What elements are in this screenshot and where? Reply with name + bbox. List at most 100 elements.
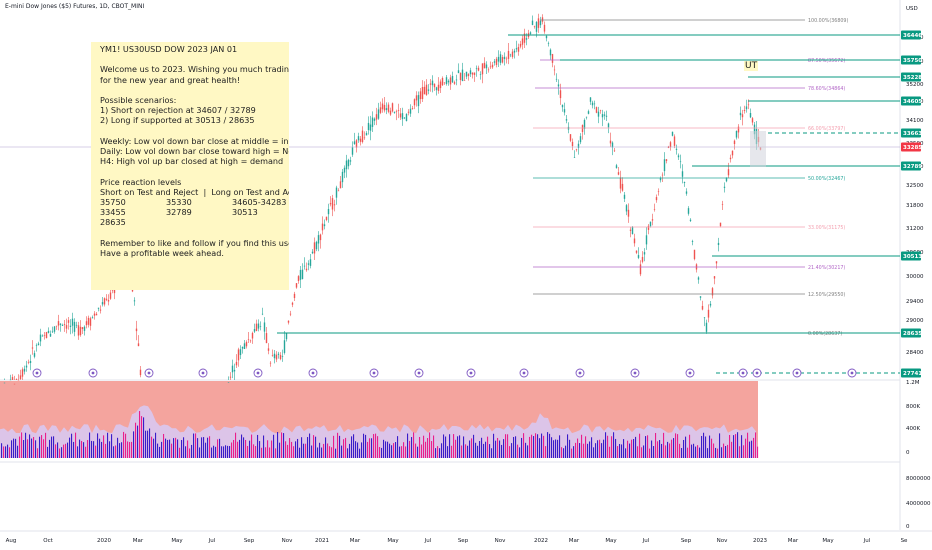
note-greeting-1: Welcome us to 2023. Wishing you much tra… (100, 64, 289, 75)
volume-bar (101, 441, 103, 458)
volume-bar (105, 443, 107, 458)
fib-level-label: 33.00%(31175) (808, 225, 845, 231)
volume-bar (167, 439, 169, 458)
level-value: 30513 (232, 207, 258, 218)
candle-body (577, 143, 580, 148)
volume-bar (469, 440, 471, 458)
analysis-note[interactable]: YM1! US30USD DOW 2023 JAN 01 Welcome us … (91, 42, 289, 290)
candle-body (417, 95, 420, 107)
candle-body (39, 334, 42, 342)
price-axis[interactable]: USD3640035800352003460034100335003290032… (901, 6, 931, 530)
volume-bar (215, 446, 217, 458)
volume-bar (281, 432, 283, 458)
time-tick-label: May (605, 538, 617, 544)
candle-body (47, 330, 50, 333)
candle-body (533, 25, 536, 27)
volume-bar (389, 443, 391, 458)
event-marker-dot (795, 371, 799, 375)
candle-body (549, 49, 552, 56)
volume-bar (205, 442, 207, 458)
candle-body (603, 114, 606, 116)
candle-body (17, 379, 20, 381)
candle-body (35, 345, 38, 346)
candle-body (291, 302, 294, 305)
volume-bar (631, 439, 633, 458)
candle-body (137, 343, 140, 347)
time-tick-label: May (171, 538, 183, 544)
level-price-tag-label: 32789 (903, 164, 922, 170)
volume-bar (569, 439, 571, 458)
note-observation-h4: H4: High vol up bar closed at high = dem… (100, 156, 284, 167)
candle-body (267, 348, 270, 351)
volume-bar (223, 446, 225, 458)
candle-body (509, 54, 512, 56)
volume-bar (741, 435, 743, 458)
candle-body (499, 54, 502, 63)
candle-body (37, 343, 40, 346)
volume-bar (19, 436, 21, 458)
volume-bar (629, 443, 631, 458)
volume-bar (557, 439, 559, 458)
volume-bar (77, 446, 79, 458)
candle-body (495, 58, 498, 65)
candle-body (19, 375, 22, 379)
candle-body (401, 113, 404, 120)
candle-body (563, 109, 566, 113)
volume-bar (589, 441, 591, 458)
volume-bar (733, 435, 735, 458)
candle-body (621, 183, 624, 191)
candle-body (349, 160, 352, 162)
volume-bar (575, 442, 577, 458)
volume-bar (315, 436, 317, 458)
candle-body (273, 353, 276, 359)
candle-body (551, 54, 554, 63)
volume-bar (187, 440, 189, 458)
volume-bar (429, 432, 431, 458)
candle-body (227, 382, 230, 383)
candle-body (639, 264, 642, 275)
volume-bar (203, 437, 205, 458)
candle-body (679, 161, 682, 163)
volume-bar (121, 442, 123, 458)
level-price-tag (901, 96, 921, 106)
candle-body (105, 298, 108, 300)
horizontal-levels: 100.00%(36809) 87.50%(35672) 78.60%(34864)… (0, 18, 900, 374)
volume-bar (65, 443, 67, 458)
candle-body (703, 317, 706, 319)
candle-body (721, 204, 724, 205)
candle-body (299, 269, 302, 280)
volume-bar (655, 432, 657, 458)
volume-bar (623, 439, 625, 458)
volume-bar (745, 438, 747, 458)
volume-bar (531, 434, 533, 458)
volume-bar (547, 432, 549, 458)
volume-bar (603, 439, 605, 458)
candle-body (323, 224, 326, 227)
volume-bar (571, 448, 573, 458)
volume-bar (113, 446, 115, 458)
volume-bar (567, 434, 569, 458)
volume-bar (729, 434, 731, 458)
candle-body (463, 80, 466, 81)
candle-body (737, 126, 740, 133)
candle-body (379, 107, 382, 113)
candle-body (613, 150, 616, 152)
volume-bar (649, 448, 651, 458)
volume-bar (157, 443, 159, 458)
candle-body (471, 72, 474, 75)
candle-body (725, 177, 728, 182)
volume-bar (307, 437, 309, 458)
time-axis[interactable]: Aug Oct 2020 Mar May Jul Sep Nov 2021 Mar May Jul Se… (6, 538, 908, 544)
time-tick-label: May (387, 538, 399, 544)
volume-bar (527, 445, 529, 458)
volume-bar (291, 441, 293, 458)
volume-bar (477, 445, 479, 458)
volume-bar (709, 435, 711, 458)
candle-body (53, 326, 56, 332)
level-value: 35750 (100, 197, 126, 208)
volume-bar (317, 447, 319, 458)
volume-bar (561, 447, 563, 458)
volume-bar (311, 445, 313, 458)
fib-level-label: 21.40%(30217) (808, 265, 845, 271)
